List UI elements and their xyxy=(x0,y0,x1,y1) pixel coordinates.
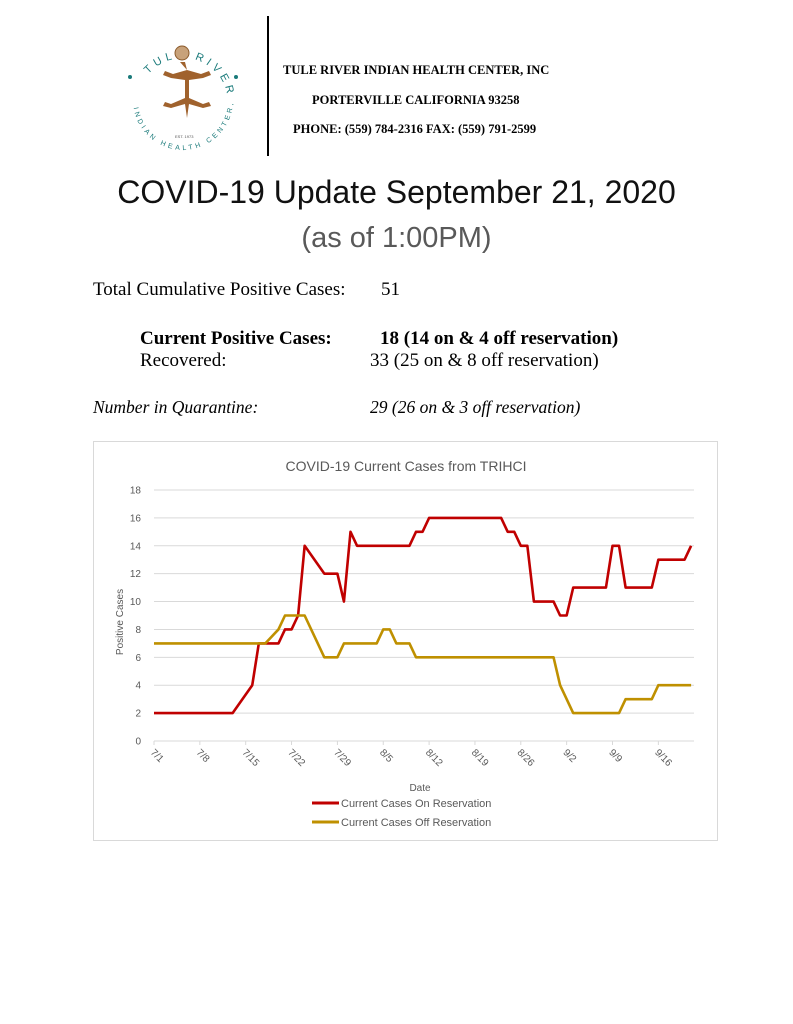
org-phone: PHONE: (559) 784-2316 FAX: (559) 791-259… xyxy=(293,122,537,136)
quarantine-value: 29 (26 on & 3 off reservation) xyxy=(370,397,581,417)
x-tick-label: 7/8 xyxy=(194,747,212,765)
y-tick-label: 16 xyxy=(130,513,142,524)
x-tick-label: 7/1 xyxy=(148,747,166,765)
y-tick-label: 18 xyxy=(130,486,142,497)
current-value: 18 (14 on & 4 off reservation) xyxy=(380,328,619,349)
recovered-label: Recovered: xyxy=(140,350,227,371)
recovered-value: 33 (25 on & 8 off reservation) xyxy=(370,350,599,371)
org-address: PORTERVILLE CALIFORNIA 93258 xyxy=(312,93,520,107)
series-line-1 xyxy=(154,614,692,715)
y-tick-label: 14 xyxy=(130,541,142,552)
y-axis-label: Positive Cases xyxy=(115,589,126,655)
y-tick-label: 10 xyxy=(130,597,142,608)
total-label: Total Cumulative Positive Cases: xyxy=(93,279,346,300)
current-label: Current Positive Cases: xyxy=(140,328,332,349)
x-tick-label: 8/19 xyxy=(469,747,491,769)
logo: TULE RIVER INDIAN HEALTH CENTER, INC EST… xyxy=(114,33,248,168)
y-tick-label: 0 xyxy=(135,737,141,748)
x-tick-label: 9/9 xyxy=(606,747,624,765)
cases-chart: COVID-19 Current Cases from TRIHCI 0 2 4 6 8… xyxy=(93,441,718,841)
y-tick-label: 2 xyxy=(135,709,141,720)
y-tick-label: 6 xyxy=(135,653,141,664)
x-tick-label: 7/22 xyxy=(285,747,307,769)
page-title: COVID-19 Update September 21, 2020 xyxy=(117,174,676,210)
y-tick-label: 8 xyxy=(135,625,141,636)
legend-off: Current Cases Off Reservation xyxy=(341,817,491,829)
svg-text:EST. 1973: EST. 1973 xyxy=(175,134,194,139)
x-tick-label: 7/29 xyxy=(331,747,353,769)
total-value: 51 xyxy=(381,279,400,300)
chart-svg: COVID-19 Current Cases from TRIHCI 0 2 4 6 8… xyxy=(115,458,694,829)
y-tick-label: 4 xyxy=(135,681,141,692)
x-tick-label: 8/26 xyxy=(515,747,537,769)
x-tick-label: 7/15 xyxy=(240,747,262,769)
x-axis-label: Date xyxy=(409,783,431,794)
page-subtitle: (as of 1:00PM) xyxy=(301,222,492,254)
x-tick-label: 8/5 xyxy=(377,747,395,765)
x-tick-label: 9/16 xyxy=(652,747,674,769)
x-tick-label: 8/12 xyxy=(423,747,445,769)
legend-on: Current Cases On Reservation xyxy=(341,798,491,810)
header-divider xyxy=(267,16,269,156)
x-tick-label: 9/2 xyxy=(561,747,579,765)
quarantine-label: Number in Quarantine: xyxy=(93,397,259,417)
legend: Current Cases On Reservation Current Cas… xyxy=(312,798,491,829)
series-line-0 xyxy=(154,516,693,715)
chart-title: COVID-19 Current Cases from TRIHCI xyxy=(286,458,527,474)
y-tick-label: 12 xyxy=(130,569,142,580)
org-name: TULE RIVER INDIAN HEALTH CENTER, INC xyxy=(283,63,550,77)
